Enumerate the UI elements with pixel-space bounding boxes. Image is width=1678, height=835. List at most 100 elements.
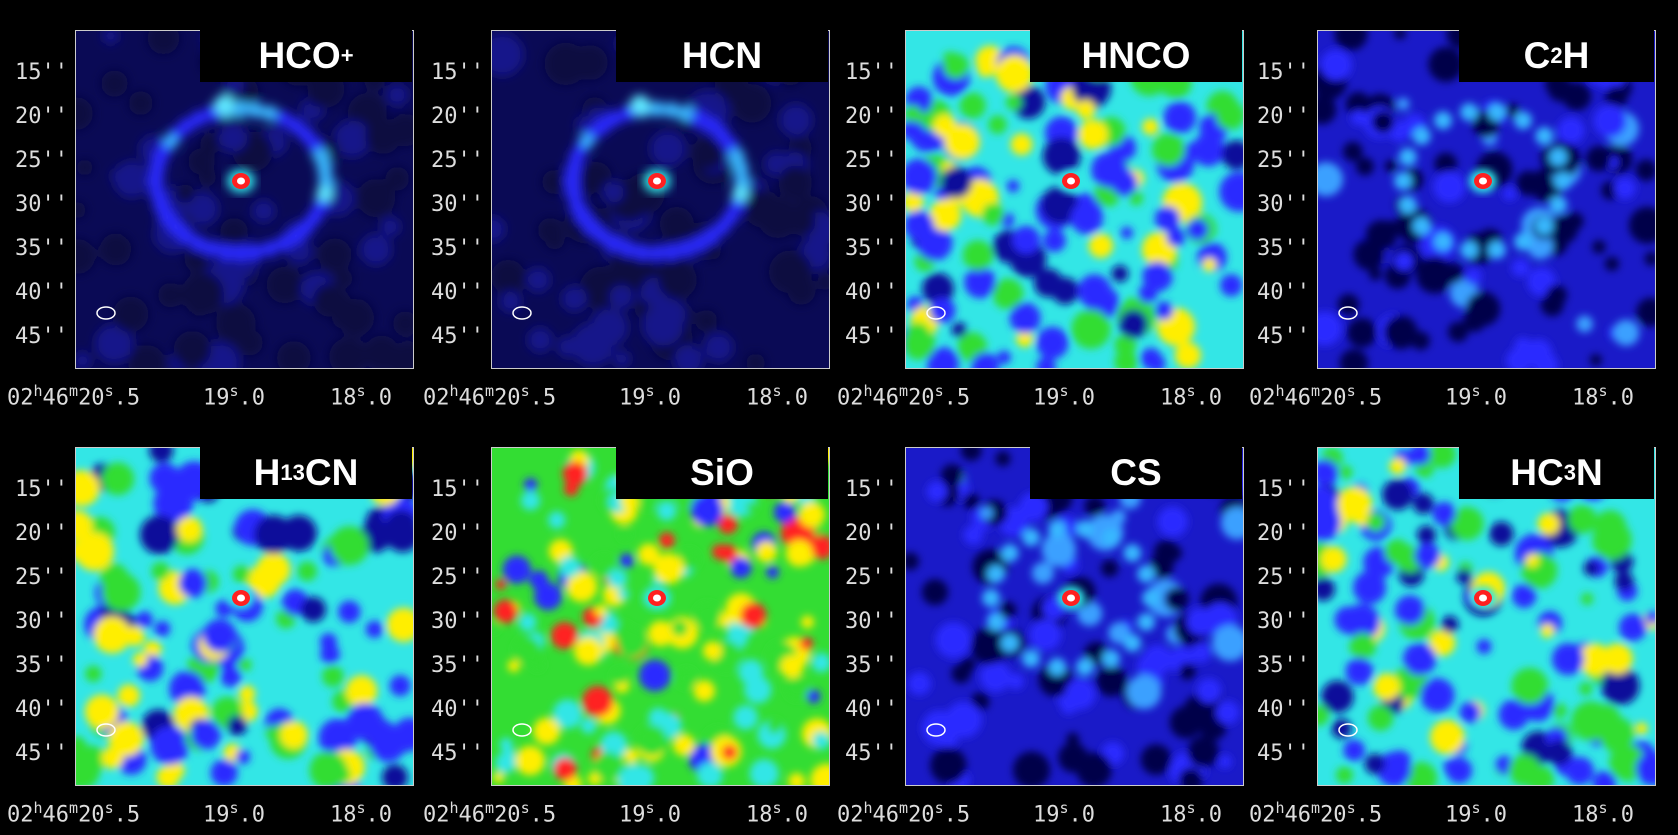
molecule-label-base: HCN bbox=[681, 35, 763, 76]
x-tick-label: 18s.0 bbox=[1572, 799, 1635, 828]
x-tick-label: 02h46m20s.5 bbox=[1249, 382, 1383, 411]
y-tick-label: 35'' bbox=[845, 236, 898, 261]
molecule-label-base: HC bbox=[1510, 452, 1564, 493]
y-tick-label: 35'' bbox=[431, 653, 484, 678]
map-panel-hnco: HNCO bbox=[905, 30, 1244, 369]
y-tick-label: 15'' bbox=[431, 60, 484, 85]
x-tick-label: 19s.0 bbox=[1445, 799, 1508, 828]
y-tick-label: 40'' bbox=[431, 697, 484, 722]
y-tick-label: 45'' bbox=[431, 741, 484, 766]
intensity-map bbox=[75, 447, 414, 786]
map-panel-hcn: HCN bbox=[491, 30, 830, 369]
molecule-label: HNCO bbox=[1030, 30, 1242, 82]
molecule-label-suffix: N bbox=[1575, 452, 1603, 493]
x-tick-label: 02h46m20s.5 bbox=[7, 382, 141, 411]
x-tick-label: 18s.0 bbox=[746, 382, 809, 411]
y-tick-label: 30'' bbox=[431, 192, 484, 217]
y-tick-label: 25'' bbox=[845, 148, 898, 173]
y-tick-label: 25'' bbox=[431, 148, 484, 173]
y-tick-label: 30'' bbox=[845, 609, 898, 634]
beam-ellipse bbox=[926, 306, 946, 320]
y-tick-label: 45'' bbox=[1257, 741, 1310, 766]
beam-ellipse bbox=[512, 306, 532, 320]
y-tick-label: 20'' bbox=[15, 104, 68, 129]
y-tick-label: 25'' bbox=[845, 565, 898, 590]
map-panel-cs: CS bbox=[905, 447, 1244, 786]
y-tick-label: 20'' bbox=[845, 521, 898, 546]
x-tick-label: 18s.0 bbox=[330, 382, 393, 411]
y-tick-label: 25'' bbox=[431, 565, 484, 590]
y-tick-label: 35'' bbox=[15, 236, 68, 261]
y-tick-label: 20'' bbox=[1257, 104, 1310, 129]
x-tick-label: 18s.0 bbox=[746, 799, 809, 828]
y-tick-label: 25'' bbox=[15, 565, 68, 590]
molecule-label-suffix: H bbox=[1562, 35, 1590, 76]
y-tick-label: 40'' bbox=[1257, 697, 1310, 722]
x-tick-label: 18s.0 bbox=[1160, 799, 1223, 828]
intensity-map bbox=[75, 30, 414, 369]
molecule-label-base: C bbox=[1523, 35, 1551, 76]
x-tick-label: 02h46m20s.5 bbox=[423, 799, 557, 828]
x-tick-label: 02h46m20s.5 bbox=[7, 799, 141, 828]
y-tick-label: 25'' bbox=[1257, 148, 1310, 173]
intensity-map bbox=[905, 447, 1244, 786]
y-tick-label: 15'' bbox=[845, 60, 898, 85]
y-tick-label: 30'' bbox=[15, 609, 68, 634]
molecule-label: HC 3 N bbox=[1459, 447, 1654, 499]
map-panel-hcoplus: HCO + bbox=[75, 30, 414, 369]
y-tick-label: 35'' bbox=[15, 653, 68, 678]
y-tick-label: 15'' bbox=[15, 60, 68, 85]
y-tick-label: 25'' bbox=[1257, 565, 1310, 590]
intensity-map bbox=[1317, 30, 1656, 369]
x-tick-label: 18s.0 bbox=[1572, 382, 1635, 411]
molecule-label: CS bbox=[1030, 447, 1242, 499]
y-tick-label: 30'' bbox=[1257, 609, 1310, 634]
beam-ellipse bbox=[1338, 723, 1358, 737]
molecule-label-superscript: + bbox=[340, 43, 354, 68]
y-tick-label: 30'' bbox=[845, 192, 898, 217]
beam-ellipse bbox=[96, 723, 116, 737]
y-tick-label: 45'' bbox=[845, 741, 898, 766]
intensity-map bbox=[491, 447, 830, 786]
map-panel-sio: SiO bbox=[491, 447, 830, 786]
y-tick-label: 45'' bbox=[1257, 324, 1310, 349]
beam-ellipse bbox=[926, 723, 946, 737]
y-tick-label: 35'' bbox=[431, 236, 484, 261]
x-tick-label: 02h46m20s.5 bbox=[837, 382, 971, 411]
molecule-label-superscript: 13 bbox=[280, 460, 305, 485]
molecule-label: HCO + bbox=[200, 30, 412, 82]
y-tick-label: 35'' bbox=[845, 653, 898, 678]
y-tick-label: 20'' bbox=[15, 521, 68, 546]
molecule-label-base: SiO bbox=[690, 452, 754, 493]
x-tick-label: 19s.0 bbox=[1445, 382, 1508, 411]
y-tick-label: 40'' bbox=[431, 280, 484, 305]
y-tick-label: 45'' bbox=[15, 324, 68, 349]
x-tick-label: 19s.0 bbox=[203, 382, 266, 411]
y-tick-label: 45'' bbox=[15, 741, 68, 766]
y-tick-label: 40'' bbox=[15, 280, 68, 305]
x-tick-label: 18s.0 bbox=[330, 799, 393, 828]
map-panel-hc3n: HC 3 N bbox=[1317, 447, 1656, 786]
molecule-label-suffix: CN bbox=[304, 452, 359, 493]
map-panel-h13cn: H 13 CN bbox=[75, 447, 414, 786]
y-tick-label: 20'' bbox=[845, 104, 898, 129]
y-tick-label: 45'' bbox=[845, 324, 898, 349]
x-tick-label: 02h46m20s.5 bbox=[423, 382, 557, 411]
y-tick-label: 40'' bbox=[15, 697, 68, 722]
x-tick-label: 19s.0 bbox=[1033, 382, 1096, 411]
molecule-label: HCN bbox=[616, 30, 828, 82]
molecule-label: SiO bbox=[616, 447, 828, 499]
beam-ellipse bbox=[1338, 306, 1358, 320]
molecule-label-base: CS bbox=[1110, 452, 1162, 493]
x-tick-label: 02h46m20s.5 bbox=[1249, 799, 1383, 828]
y-tick-label: 20'' bbox=[431, 104, 484, 129]
molecule-label-base: H bbox=[253, 452, 281, 493]
y-tick-label: 15'' bbox=[1257, 477, 1310, 502]
molecule-label-subscript: 3 bbox=[1563, 460, 1576, 485]
y-tick-label: 15'' bbox=[431, 477, 484, 502]
x-tick-label: 19s.0 bbox=[203, 799, 266, 828]
x-tick-label: 19s.0 bbox=[619, 799, 682, 828]
y-tick-label: 20'' bbox=[431, 521, 484, 546]
